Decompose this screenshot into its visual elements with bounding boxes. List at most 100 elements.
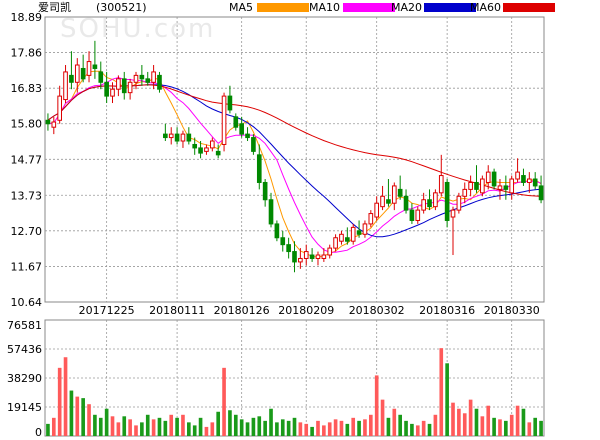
candle-body	[468, 181, 473, 190]
volume-bar	[198, 417, 203, 436]
volume-tick-label: 57436	[7, 343, 42, 356]
candle-body	[204, 147, 209, 152]
ma5-line	[47, 70, 542, 258]
candle-body	[133, 74, 139, 83]
volume-bar	[63, 357, 68, 436]
candle-body	[163, 133, 168, 139]
candle-body	[368, 213, 374, 225]
volume-bar	[269, 408, 273, 436]
candle-body	[198, 147, 203, 154]
volume-bar	[316, 420, 320, 436]
volume-bar	[181, 414, 185, 436]
volume-bar	[433, 414, 438, 436]
candle-body	[274, 223, 280, 239]
candle-body	[450, 209, 456, 218]
candle-body	[286, 244, 291, 253]
stock-code: (300521)	[96, 1, 147, 14]
candle-body	[251, 137, 256, 152]
volume-bar	[509, 414, 514, 436]
volume-bar	[339, 420, 344, 436]
volume-bar	[527, 422, 532, 436]
price-tick-label: 11.67	[11, 260, 43, 273]
volume-bar	[451, 402, 455, 436]
volume-bar	[445, 363, 449, 436]
volume-bar	[492, 417, 496, 436]
volume-bar	[404, 420, 408, 436]
volume-bar	[498, 419, 502, 436]
volume-bar	[310, 426, 314, 436]
volume-bar	[110, 416, 115, 436]
volume-bar	[140, 422, 144, 436]
volume-bar	[228, 410, 232, 436]
volume-bar	[104, 408, 109, 436]
candle-body	[92, 64, 98, 69]
candle-body	[480, 178, 485, 194]
volume-tick-label: 38290	[7, 372, 42, 385]
candle-body	[521, 175, 526, 183]
candle-body	[386, 199, 391, 204]
volume-bar	[462, 413, 467, 436]
candle-body	[227, 95, 233, 111]
volume-bar	[93, 414, 97, 436]
candle-body	[116, 78, 121, 90]
volume-bar	[251, 417, 256, 436]
candle-body	[151, 71, 156, 83]
candle-body	[532, 178, 538, 187]
volume-bar	[275, 422, 279, 436]
volume-bar	[116, 422, 121, 436]
candle-body	[98, 71, 104, 83]
candle-body	[86, 61, 92, 76]
volume-bar	[292, 417, 297, 436]
candle-body	[174, 133, 180, 142]
candle-body	[215, 150, 221, 156]
candle-body	[51, 121, 57, 128]
candle-body	[280, 237, 286, 246]
candle-body	[509, 178, 515, 194]
candle-body	[538, 185, 544, 201]
volume-bar	[486, 405, 491, 436]
volume-bar	[204, 426, 209, 436]
candle-body	[104, 81, 109, 97]
candle-body	[127, 81, 133, 94]
candle-body	[69, 74, 74, 83]
candle-body	[327, 247, 333, 256]
volume-bar	[134, 425, 138, 436]
date-tick-label: 20180126	[214, 304, 270, 317]
candle-body	[515, 171, 520, 180]
volume-bar	[98, 417, 103, 436]
candle-body	[403, 195, 409, 211]
candle-body	[456, 195, 462, 211]
volume-bar	[504, 420, 508, 436]
volume-bar	[210, 422, 215, 436]
volume-bar	[239, 419, 244, 436]
volume-bar	[427, 423, 432, 436]
candle-body	[438, 175, 444, 194]
volume-bar	[398, 414, 402, 436]
candle-body	[186, 133, 192, 142]
volume-bar	[298, 422, 303, 436]
watermark: SOHU.com	[60, 14, 216, 44]
volume-bar	[363, 419, 367, 436]
volume-bar	[151, 419, 156, 436]
candle-body	[333, 237, 338, 249]
volume-bar	[145, 414, 150, 436]
candle-body	[233, 116, 239, 128]
price-tick-label: 17.86	[11, 47, 43, 60]
volume-bar	[175, 417, 179, 436]
price-tick-label: 16.83	[11, 82, 43, 95]
candle-body	[397, 188, 403, 197]
volume-bar	[128, 419, 132, 436]
volume-bar	[122, 416, 127, 436]
volume-bar	[51, 417, 56, 436]
volume-bar	[322, 425, 326, 436]
date-tick-label: 20180316	[419, 304, 475, 317]
candle-body	[315, 254, 321, 259]
candle-body	[345, 237, 350, 242]
volume-bar	[374, 375, 379, 436]
date-tick-label: 20180209	[278, 304, 334, 317]
candle-body	[268, 199, 274, 225]
volume-bar	[280, 419, 285, 436]
candle-body	[45, 119, 51, 125]
volume-bar	[87, 404, 91, 436]
